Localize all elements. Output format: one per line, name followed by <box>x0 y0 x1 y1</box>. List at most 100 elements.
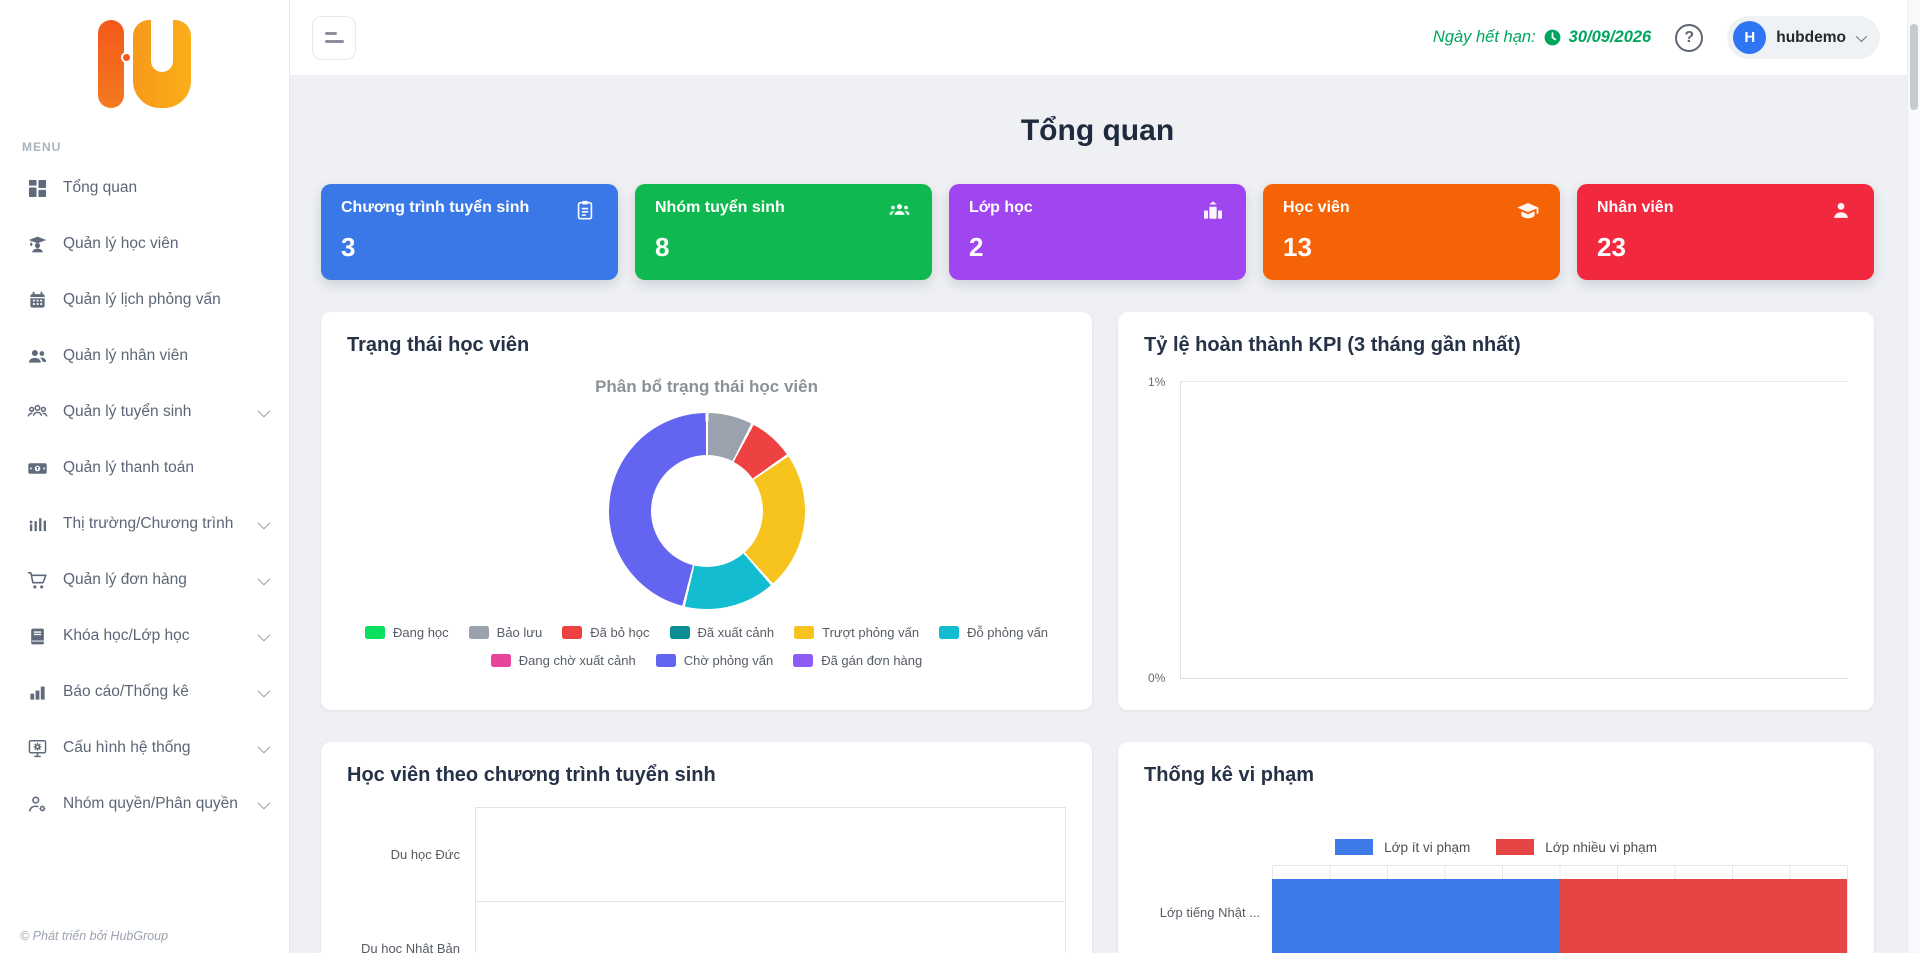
calendar-icon <box>26 289 48 311</box>
menu-section-label: MENU <box>22 140 62 154</box>
stat-card-label: Nhóm tuyển sinh <box>655 199 785 216</box>
legend-item[interactable]: Đã xuất cảnh <box>669 625 775 640</box>
sidebar-item-10[interactable]: Cấu hình hệ thống <box>0 720 289 776</box>
legend-item[interactable]: Đã bỏ học <box>562 625 650 640</box>
violations-bar-segment[interactable] <box>1559 879 1847 953</box>
sidebar-item-label: Quản lý tuyển sinh <box>63 403 192 420</box>
chevron-down-icon <box>257 404 271 417</box>
sidebar-item-label: Quản lý lịch phỏng vấn <box>63 291 221 308</box>
legend-swatch <box>1496 839 1535 855</box>
legend-item[interactable]: Bảo lưu <box>468 625 542 640</box>
student-status-donut-chart[interactable] <box>608 413 805 609</box>
stat-card-header: Lớp học <box>969 199 1226 223</box>
legend-swatch <box>655 654 676 667</box>
stat-card-label: Lớp học <box>969 199 1033 216</box>
kpi-plot-area <box>1180 381 1848 679</box>
chevron-down-icon <box>257 684 271 697</box>
stat-card-3[interactable]: Học viên 13 <box>1263 184 1560 280</box>
sidebar-item-label: Quản lý nhân viên <box>63 347 188 364</box>
stat-cards-row: Chương trình tuyển sinh 3 Nhóm tuyển sinh 8… <box>321 184 1874 280</box>
violations-bar-segment[interactable] <box>1272 879 1560 953</box>
sidebar-item-label: Tổng quan <box>63 179 138 196</box>
panels-row-2: Học viên theo chương trình tuyển sinh Du… <box>321 742 1874 953</box>
sidebar-nav: Tổng quan Quản lý học viên Quản lý lịch ph… <box>0 160 289 832</box>
scrollbar-thumb[interactable] <box>1910 24 1918 110</box>
panel-violations: Thống kê vi phạm Lớp ít vi phạm Lớp nhiều… <box>1118 742 1874 953</box>
violations-legend-item[interactable]: Lớp nhiều vi phạm <box>1496 839 1657 855</box>
legend-swatch <box>939 626 960 639</box>
sidebar-item-6[interactable]: Thị trường/Chương trình <box>0 496 289 552</box>
stat-card-4[interactable]: Nhân viên 23 <box>1577 184 1874 280</box>
sidebar-item-5[interactable]: Quản lý thanh toán <box>0 440 289 496</box>
sidebar-toggle-button[interactable] <box>312 15 356 60</box>
stat-card-value: 13 <box>1283 232 1312 262</box>
logo-left-bar <box>98 20 124 108</box>
kpi-ymin-label: 0% <box>1148 671 1166 685</box>
violations-legend-item[interactable]: Lớp ít vi phạm <box>1335 839 1470 855</box>
book-icon <box>26 625 48 647</box>
legend-swatch <box>794 626 815 639</box>
page-title: Tổng quan <box>1020 114 1175 147</box>
violations-plot-area <box>1272 865 1848 953</box>
question-mark-icon: ? <box>1684 28 1695 46</box>
page-content: Tổng quan Chương trình tuyển sinh 3 Nhóm t… <box>290 76 1920 953</box>
legend-swatch <box>562 626 583 639</box>
stat-card-header: Chương trình tuyển sinh <box>341 199 598 223</box>
username-label: hubdemo <box>1776 28 1846 46</box>
staff-icon <box>26 345 48 367</box>
program-row-0: Du học Đức <box>347 807 1067 901</box>
stat-card-header: Nhóm tuyển sinh <box>655 199 912 223</box>
legend-swatch <box>793 654 814 667</box>
legend-item[interactable]: Đang học <box>365 625 449 640</box>
stat-card-value: 8 <box>655 232 670 262</box>
dashboard-icon <box>26 177 48 199</box>
legend-label: Đã xuất cảnh <box>697 625 775 640</box>
sidebar-item-label: Nhóm quyền/Phân quyền <box>63 795 238 812</box>
person-icon <box>1830 199 1854 223</box>
sidebar-item-9[interactable]: Báo cáo/Thống kê <box>0 664 289 720</box>
topbar-right: Ngày hết hạn: 30/09/2026 ? H hubdemo <box>1433 16 1880 59</box>
help-button[interactable]: ? <box>1675 23 1704 52</box>
user-menu-button[interactable]: H hubdemo <box>1727 16 1880 59</box>
stat-card-0[interactable]: Chương trình tuyển sinh 3 <box>321 184 618 280</box>
legend-item[interactable]: Đang chờ xuất cảnh <box>490 653 636 668</box>
expiry-date-value: 30/09/2026 <box>1568 28 1652 46</box>
user-avatar: H <box>1733 21 1767 54</box>
sidebar-item-2[interactable]: Quản lý lịch phỏng vấn <box>0 272 289 328</box>
legend-item[interactable]: Đã gán đơn hàng <box>793 653 922 668</box>
stat-card-value: 2 <box>969 232 984 262</box>
legend-label: Đã gán đơn hàng <box>821 653 923 668</box>
sidebar-item-label: Quản lý đơn hàng <box>63 571 187 588</box>
sidebar-item-11[interactable]: Nhóm quyền/Phân quyền <box>0 776 289 832</box>
violations-bar-chart: Lớp tiếng Nhật ... <box>1144 865 1848 953</box>
stat-card-label: Chương trình tuyển sinh <box>341 199 530 216</box>
violations-legend: Lớp ít vi phạm Lớp nhiều vi phạm <box>1144 839 1848 855</box>
legend-item[interactable]: Chờ phỏng vấn <box>655 653 773 668</box>
stat-card-value: 3 <box>341 232 356 262</box>
donut-hole <box>650 455 763 567</box>
sidebar-item-4[interactable]: Quản lý tuyển sinh <box>0 384 289 440</box>
legend-swatch <box>468 626 489 639</box>
sidebar-item-label: Thị trường/Chương trình <box>63 515 234 532</box>
sidebar-item-7[interactable]: Quản lý đơn hàng <box>0 552 289 608</box>
legend-item[interactable]: Đỗ phỏng vấn <box>939 625 1048 640</box>
donut-legend-row-2: Đang chờ xuất cảnh Chờ phỏng vấn Đã gán đơ… <box>347 653 1066 668</box>
sidebar-item-8[interactable]: Khóa học/Lớp học <box>0 608 289 664</box>
violations-stacked-bar[interactable] <box>1272 879 1847 953</box>
stat-card-header: Học viên <box>1283 199 1540 223</box>
page-scrollbar[interactable] <box>1907 0 1920 953</box>
sidebar-item-1[interactable]: Quản lý học viên <box>0 216 289 272</box>
license-expiry: Ngày hết hạn: 30/09/2026 <box>1433 28 1651 47</box>
stat-card-1[interactable]: Nhóm tuyển sinh 8 <box>635 184 932 280</box>
legend-item[interactable]: Trượt phỏng vấn <box>794 625 919 640</box>
stat-card-2[interactable]: Lớp học 2 <box>949 184 1246 280</box>
recruitment-icon <box>26 401 48 423</box>
clipboard-icon <box>574 199 598 223</box>
stat-card-value: 23 <box>1597 232 1626 262</box>
chevron-down-icon <box>257 740 271 753</box>
sidebar-item-3[interactable]: Quản lý nhân viên <box>0 328 289 384</box>
programs-bar-chart: Du học Đức Du học Nhật Bản <box>347 807 1067 953</box>
panel-student-status-title: Trạng thái học viên <box>347 334 530 356</box>
program-category-label: Du học Đức <box>390 846 460 862</box>
sidebar-item-0[interactable]: Tổng quan <box>0 160 289 216</box>
